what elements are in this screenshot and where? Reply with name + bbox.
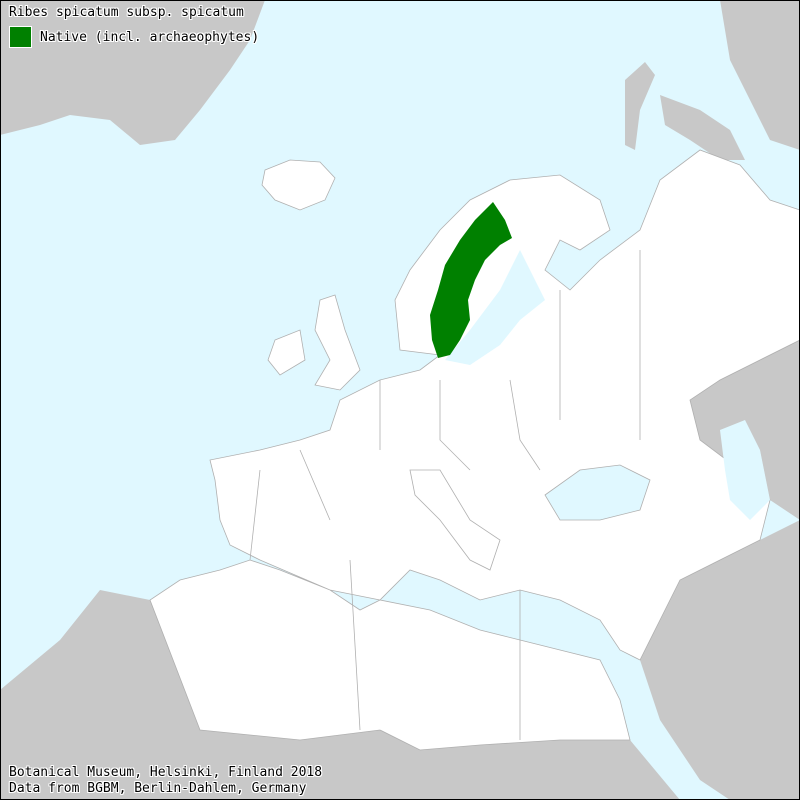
legend-label-native: Native (incl. archaeophytes)	[40, 29, 260, 45]
arctic-islands	[625, 0, 800, 160]
legend: Native (incl. archaeophytes)	[9, 26, 259, 48]
credit-line: Botanical Museum, Helsinki, Finland 2018	[9, 765, 323, 780]
italy	[409, 469, 501, 571]
map-title: Ribes spicatum subsp. spicatum	[9, 5, 244, 20]
native-range-sweden	[430, 202, 512, 358]
middle-east-outside	[640, 520, 800, 800]
country-borders	[249, 250, 641, 740]
iceland	[261, 159, 336, 211]
mapped-land	[149, 149, 800, 751]
black-sea	[544, 464, 651, 521]
africa-outside	[0, 590, 680, 800]
british-isles	[267, 294, 361, 391]
baltic-sea	[445, 230, 545, 365]
data-source-line: Data from BGBM, Berlin-Dahlem, Germany	[9, 781, 307, 796]
legend-swatch-native	[9, 26, 32, 48]
caspian-sea	[720, 420, 770, 520]
greenland	[0, 0, 265, 145]
